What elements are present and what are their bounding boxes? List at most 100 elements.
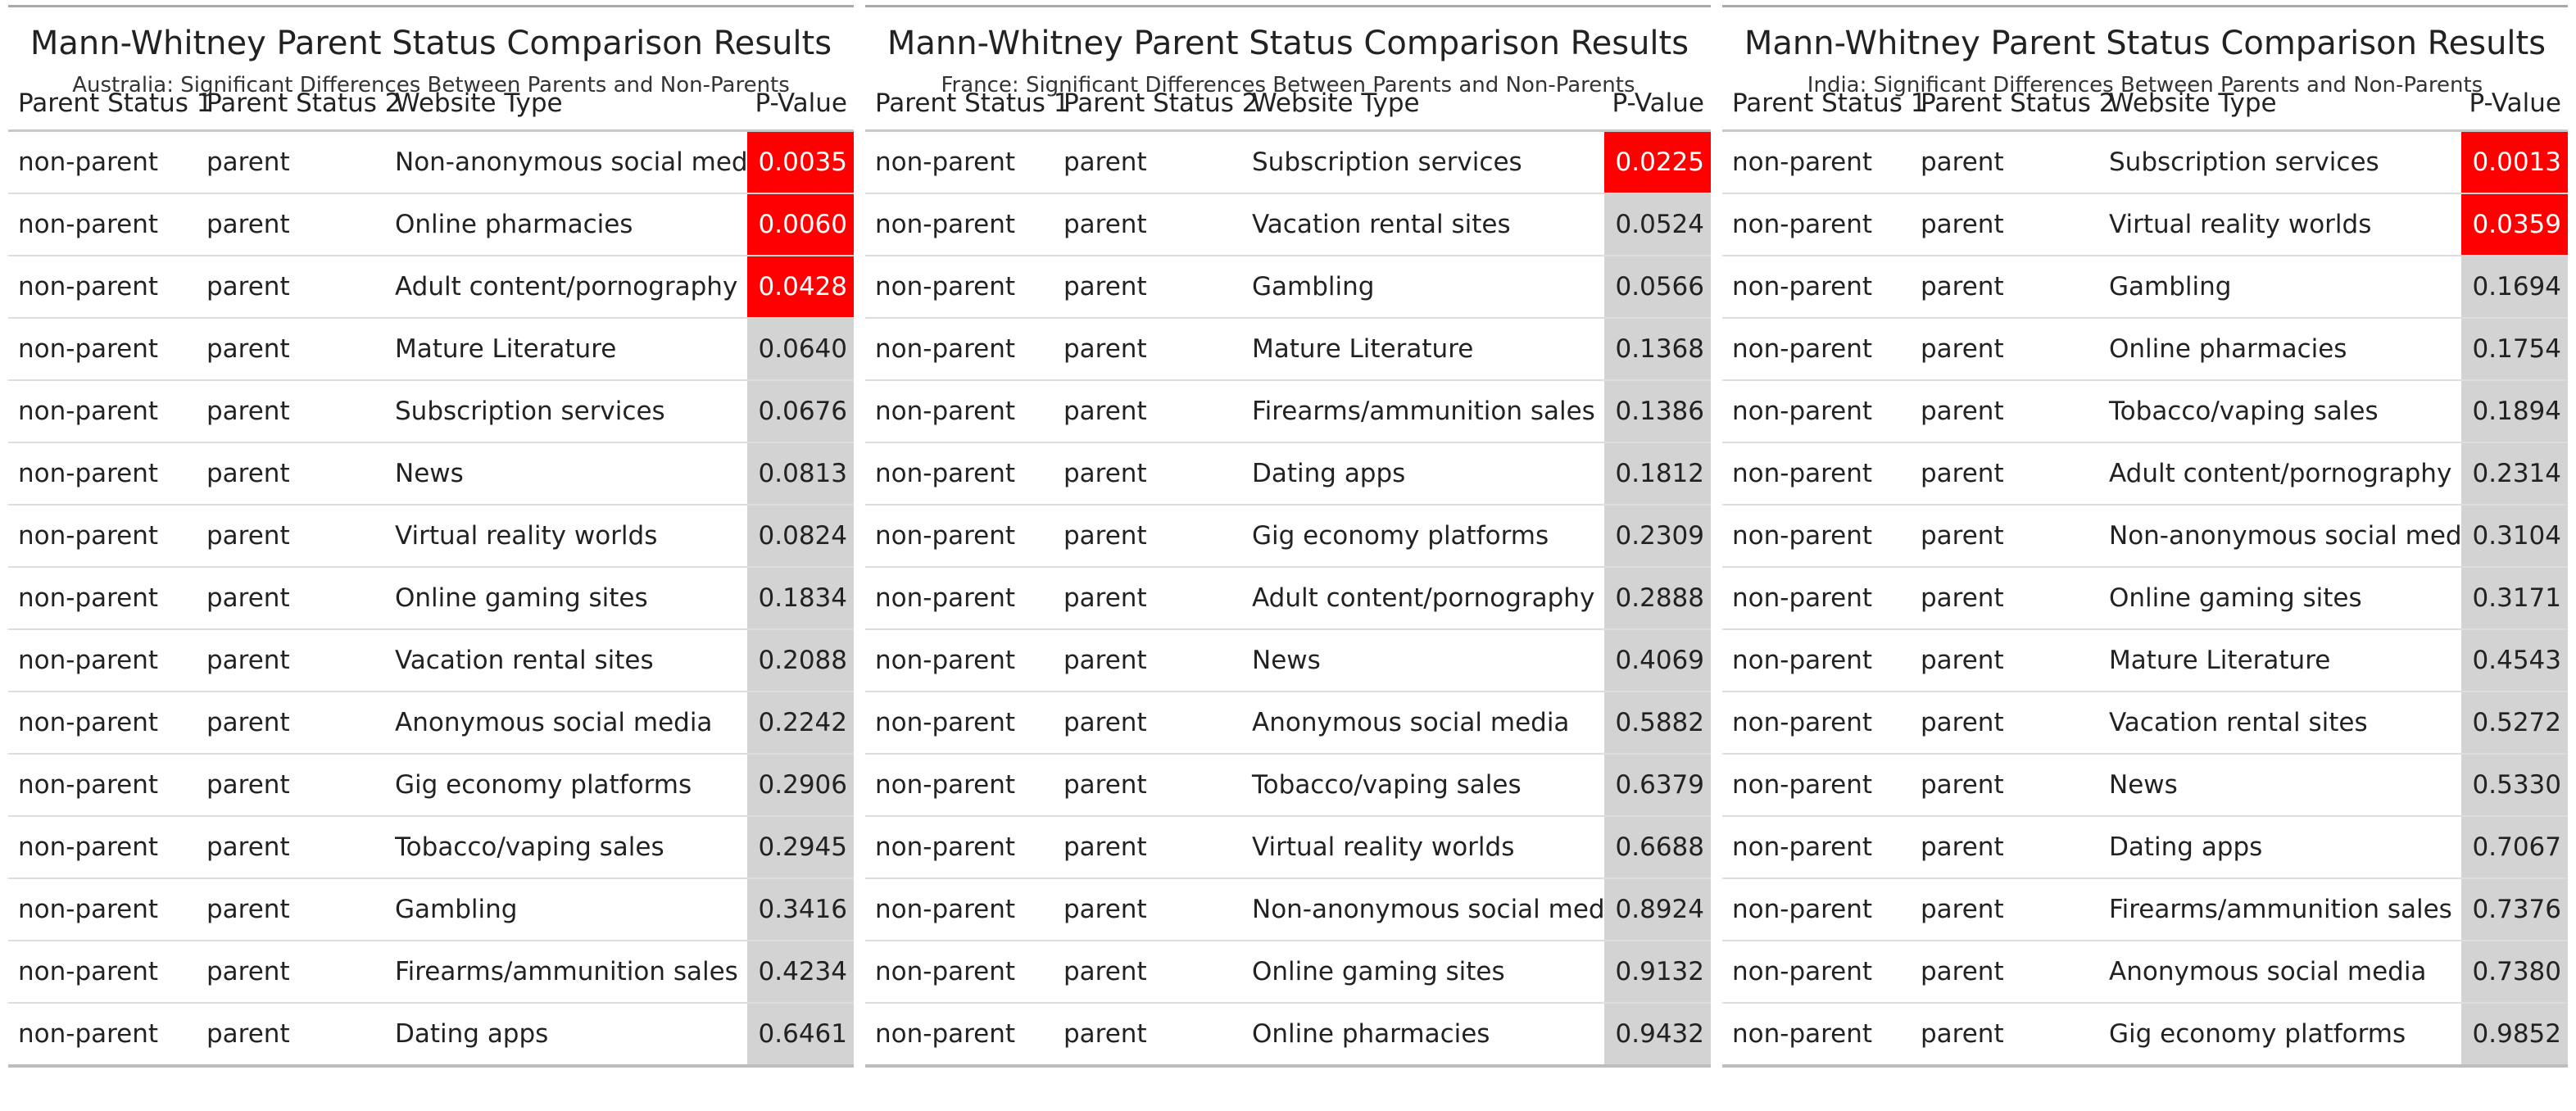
table-row: non-parent parent Firearms/ammunition sale… [1722, 878, 2568, 941]
cell-parent-status-2: parent [1054, 629, 1242, 692]
cell-parent-status-2: parent [1054, 442, 1242, 506]
cell-website-type: Online pharmacies [2099, 318, 2461, 381]
cell-p-value: 0.6461 [747, 1003, 854, 1068]
column-header-pvalue: P-Value [2461, 76, 2568, 132]
panel-header: Mann-Whitney Parent Status Comparison Re… [8, 5, 854, 96]
cell-parent-status-1: non-parent [1722, 318, 1911, 381]
column-header-status1: Parent Status 1 [1722, 76, 1926, 132]
cell-website-type: Virtual reality worlds [2099, 193, 2461, 256]
cell-website-type: Anonymous social media [1242, 692, 1604, 755]
table-row: non-parent parent Vacation rental sites 0.5… [1722, 692, 2568, 755]
cell-parent-status-2: parent [1054, 567, 1242, 630]
cell-website-type: Firearms/ammunition sales [1242, 380, 1604, 443]
results-table: Parent Status 1 Parent Status 2 Website … [865, 76, 1711, 1068]
table-row: non-parent parent Vacation rental sites 0.2… [8, 629, 854, 692]
table-row: non-parent parent Firearms/ammunition sale… [8, 941, 854, 1004]
cell-parent-status-1: non-parent [8, 754, 197, 817]
cell-website-type: Gig economy platforms [1242, 505, 1604, 568]
cell-website-type: Virtual reality worlds [385, 505, 747, 568]
cell-parent-status-2: parent [1054, 692, 1242, 755]
table-row: non-parent parent Online gaming sites 0.913… [865, 941, 1711, 1004]
cell-parent-status-2: parent [1054, 878, 1242, 941]
cell-p-value: 0.0813 [747, 442, 854, 506]
panel-header: Mann-Whitney Parent Status Comparison Re… [865, 5, 1711, 96]
cell-website-type: Subscription services [385, 380, 747, 443]
panel-india: Mann-Whitney Parent Status Comparison Re… [1722, 5, 2568, 1068]
cell-parent-status-1: non-parent [8, 629, 197, 692]
cell-p-value: 0.4543 [2461, 629, 2568, 692]
table-row: non-parent parent Online pharmacies 0.9432 [865, 1003, 1711, 1068]
column-header-pvalue: P-Value [747, 76, 854, 132]
cell-website-type: Firearms/ammunition sales [385, 941, 747, 1004]
cell-parent-status-2: parent [1911, 442, 2099, 506]
cell-website-type: News [1242, 629, 1604, 692]
column-header-status2: Parent Status 2 [1911, 76, 2115, 132]
cell-website-type: Mature Literature [385, 318, 747, 381]
results-table: Parent Status 1 Parent Status 2 Website … [8, 76, 854, 1068]
cell-parent-status-1: non-parent [1722, 629, 1911, 692]
cell-p-value: 0.1694 [2461, 256, 2568, 319]
cell-parent-status-2: parent [197, 505, 385, 568]
cell-parent-status-2: parent [197, 692, 385, 755]
table-row: non-parent parent Non-anonymous social med… [1722, 505, 2568, 568]
table-row: non-parent parent Online pharmacies 0.1754 [1722, 318, 2568, 381]
table-row: non-parent parent Gig economy platforms 0.2… [8, 754, 854, 817]
table-row: non-parent parent Online gaming sites 0.183… [8, 567, 854, 630]
table-row: non-parent parent Subscription services 0.0… [8, 380, 854, 443]
cell-p-value: 0.5330 [2461, 754, 2568, 817]
cell-website-type: Online pharmacies [385, 193, 747, 256]
column-header-website: Website Type [385, 76, 747, 132]
cell-parent-status-1: non-parent [1722, 193, 1911, 256]
cell-p-value: 0.9432 [1604, 1003, 1711, 1068]
cell-website-type: Vacation rental sites [2099, 692, 2461, 755]
cell-p-value: 0.5882 [1604, 692, 1711, 755]
cell-parent-status-1: non-parent [865, 442, 1054, 506]
cell-parent-status-2: parent [197, 318, 385, 381]
cell-parent-status-2: parent [197, 442, 385, 506]
cell-p-value: 0.1834 [747, 567, 854, 630]
cell-parent-status-2: parent [1054, 505, 1242, 568]
cell-parent-status-2: parent [1911, 816, 2099, 879]
table-row: non-parent parent Tobacco/vaping sales 0.63… [865, 754, 1711, 817]
table-row: non-parent parent Anonymous social media 0.… [1722, 941, 2568, 1004]
cell-parent-status-1: non-parent [1722, 567, 1911, 630]
cell-p-value: 0.4069 [1604, 629, 1711, 692]
cell-parent-status-1: non-parent [1722, 442, 1911, 506]
table-row: non-parent parent Gig economy platforms 0.2… [865, 505, 1711, 568]
cell-parent-status-1: non-parent [8, 130, 197, 194]
table-row: non-parent parent Mature Literature 0.1368 [865, 318, 1711, 381]
cell-p-value: 0.5272 [2461, 692, 2568, 755]
cell-p-value: 0.0359 [2461, 193, 2568, 256]
cell-website-type: Mature Literature [1242, 318, 1604, 381]
cell-parent-status-2: parent [1054, 1003, 1242, 1068]
cell-parent-status-2: parent [1054, 130, 1242, 194]
cell-website-type: Gambling [2099, 256, 2461, 319]
table-row: non-parent parent Anonymous social media 0.… [8, 692, 854, 755]
cell-website-type: Adult content/pornography [2099, 442, 2461, 506]
table-row: non-parent parent Online gaming sites 0.317… [1722, 567, 2568, 630]
cell-p-value: 0.3416 [747, 878, 854, 941]
cell-website-type: News [2099, 754, 2461, 817]
cell-parent-status-2: parent [1911, 505, 2099, 568]
cell-website-type: Online pharmacies [1242, 1003, 1604, 1068]
cell-parent-status-2: parent [1911, 380, 2099, 443]
cell-parent-status-1: non-parent [865, 629, 1054, 692]
cell-website-type: Gig economy platforms [2099, 1003, 2461, 1068]
cell-p-value: 0.2242 [747, 692, 854, 755]
cell-parent-status-1: non-parent [865, 692, 1054, 755]
cell-parent-status-2: parent [1911, 692, 2099, 755]
cell-parent-status-2: parent [197, 629, 385, 692]
cell-website-type: Non-anonymous social media [2099, 505, 2461, 568]
cell-parent-status-2: parent [1054, 380, 1242, 443]
cell-parent-status-1: non-parent [8, 256, 197, 319]
table-row: non-parent parent Mature Literature 0.0640 [8, 318, 854, 381]
cell-p-value: 0.2888 [1604, 567, 1711, 630]
cell-website-type: Adult content/pornography [1242, 567, 1604, 630]
cell-parent-status-1: non-parent [1722, 1003, 1911, 1068]
table-body: non-parent parent Subscription services 0.0… [865, 130, 1711, 1068]
cell-p-value: 0.1812 [1604, 442, 1711, 506]
cell-p-value: 0.6688 [1604, 816, 1711, 879]
cell-parent-status-1: non-parent [1722, 692, 1911, 755]
table-row: non-parent parent Dating apps 0.6461 [8, 1003, 854, 1068]
table-row: non-parent parent Non-anonymous social med… [865, 878, 1711, 941]
